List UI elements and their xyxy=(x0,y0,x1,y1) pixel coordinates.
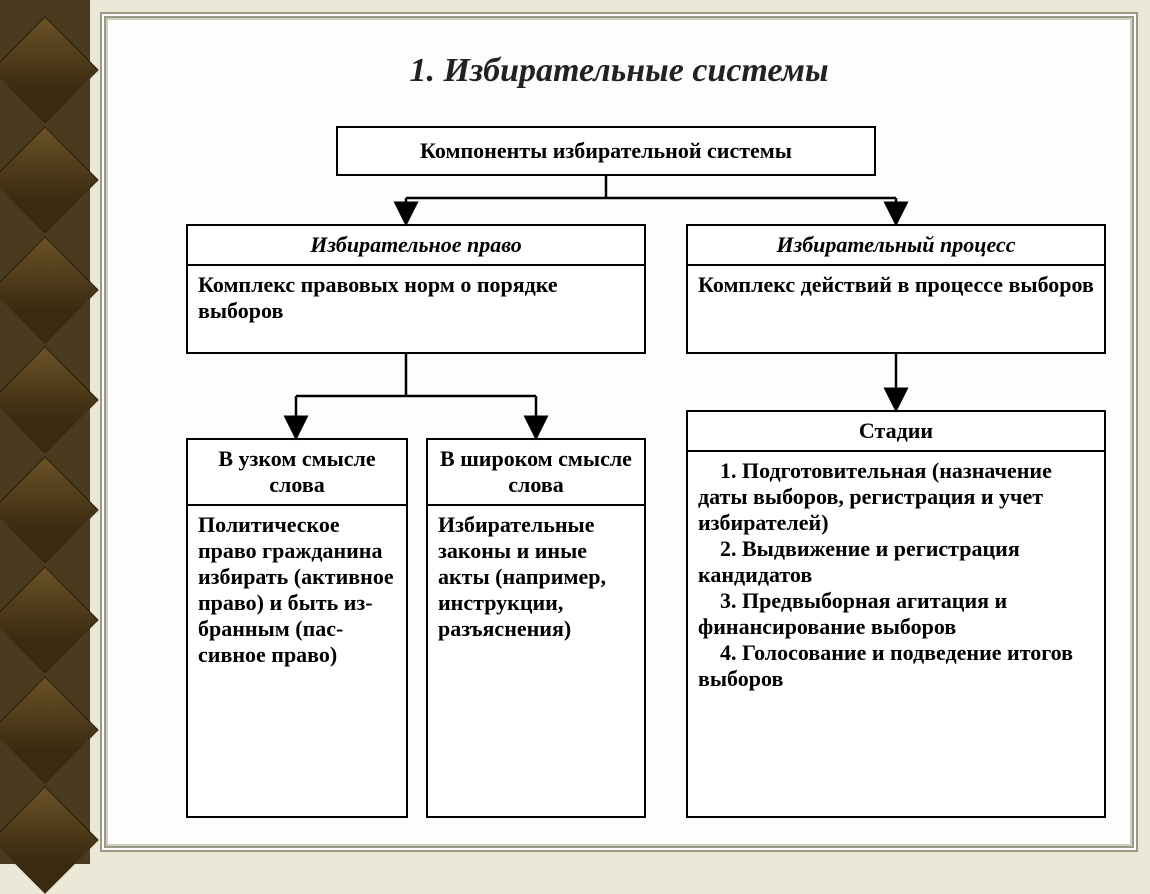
sidebar-tile xyxy=(0,346,99,453)
slide-frame: 1. Избирательные системы Компоненты изби… xyxy=(100,12,1138,852)
left-branch-box: Избирательное право Комплекс правовых но… xyxy=(186,224,646,354)
sidebar-tile xyxy=(0,566,99,673)
wide-body: Избиратель­ные законы и иные акты (напри… xyxy=(428,506,644,650)
wide-header: В широком смысле слова xyxy=(428,440,644,506)
sidebar-tile xyxy=(0,126,99,233)
stages-box: Стадии 1. Подготовительная (назначение д… xyxy=(686,410,1106,818)
sidebar-tile xyxy=(0,236,99,343)
narrow-sense-box: В узком смыс­ле слова Политическое право… xyxy=(186,438,408,818)
sidebar-tile xyxy=(0,456,99,563)
left-header: Избирательное право xyxy=(188,226,644,266)
slide-title: 1. Избирательные системы xyxy=(106,52,1132,90)
sidebar-tile xyxy=(0,16,99,123)
sidebar-tile xyxy=(0,786,99,893)
left-body: Комплекс правовых норм о порядке выборов xyxy=(188,266,644,332)
narrow-header: В узком смыс­ле слова xyxy=(188,440,406,506)
decorative-sidebar xyxy=(0,0,90,864)
stages-header: Стадии xyxy=(688,412,1104,452)
stages-body: 1. Подготовительная (назначение даты выб… xyxy=(688,452,1104,700)
sidebar-tile xyxy=(0,676,99,783)
root-text: Компоненты избирательной системы xyxy=(420,138,792,163)
wide-sense-box: В широком смысле слова Избиратель­ные за… xyxy=(426,438,646,818)
right-body: Комплекс действий в процессе выборов xyxy=(688,266,1104,306)
root-box: Компоненты избирательной системы xyxy=(336,126,876,176)
right-branch-box: Избирательный процесс Комплекс действий … xyxy=(686,224,1106,354)
narrow-body: Политическое право гражда­нина избирать … xyxy=(188,506,406,676)
right-header: Избирательный процесс xyxy=(688,226,1104,266)
